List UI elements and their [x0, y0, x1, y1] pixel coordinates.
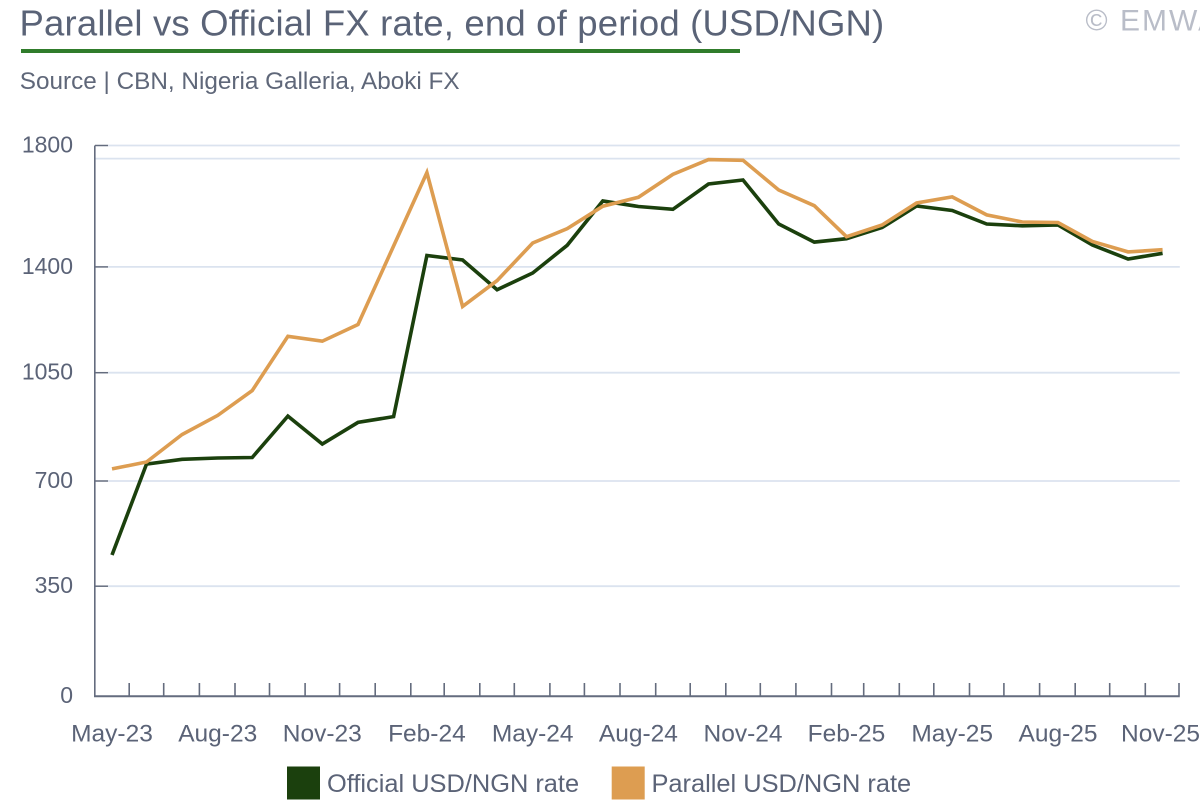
svg-text:Nov-24: Nov-24	[704, 720, 783, 747]
svg-text:Nov-25: Nov-25	[1121, 720, 1200, 747]
svg-text:Source | CBN, Nigeria Galleria: Source | CBN, Nigeria Galleria, Aboki FX	[20, 68, 460, 95]
svg-text:Aug-24: Aug-24	[599, 720, 678, 747]
svg-text:Aug-25: Aug-25	[1018, 720, 1097, 747]
svg-text:Feb-24: Feb-24	[388, 720, 466, 747]
svg-text:350: 350	[35, 572, 73, 598]
svg-text:© EMWA: © EMWA	[1086, 5, 1200, 38]
svg-text:Aug-23: Aug-23	[178, 720, 257, 747]
svg-text:0: 0	[60, 682, 73, 708]
svg-text:Official USD/NGN rate: Official USD/NGN rate	[327, 770, 579, 798]
svg-text:May-23: May-23	[71, 720, 153, 747]
svg-text:1050: 1050	[22, 359, 73, 385]
svg-text:Parallel USD/NGN rate: Parallel USD/NGN rate	[652, 770, 912, 798]
svg-text:May-24: May-24	[492, 720, 574, 747]
svg-text:Feb-25: Feb-25	[808, 720, 886, 747]
svg-text:1800: 1800	[22, 131, 73, 157]
svg-text:Parallel vs Official FX rate,: Parallel vs Official FX rate, end of per…	[20, 3, 885, 44]
svg-text:700: 700	[35, 467, 73, 493]
svg-text:May-25: May-25	[911, 720, 993, 747]
svg-text:1400: 1400	[22, 253, 73, 279]
svg-text:Nov-23: Nov-23	[283, 720, 362, 747]
